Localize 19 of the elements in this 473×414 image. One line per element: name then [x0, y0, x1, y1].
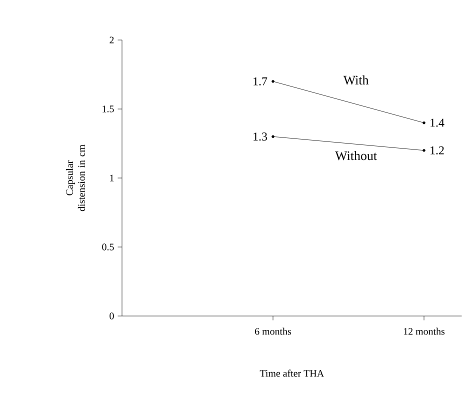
y-tick-label: 0.5 [102, 244, 114, 250]
point [272, 80, 274, 83]
y-tick-label: 2 [110, 36, 114, 44]
series-label: With [343, 75, 369, 85]
point [422, 149, 426, 152]
x-tick-label: 12 months [404, 328, 445, 335]
point [422, 121, 426, 124]
y-tick-label: 1.5 [102, 106, 114, 112]
series-label: Without [335, 151, 377, 160]
x-axis-title: Time after THA [260, 370, 324, 377]
data-label: 1.3 [254, 132, 268, 141]
data-label: 1.2 [430, 146, 444, 154]
x-tick-label: 6 months [255, 328, 292, 335]
y-axis-title: Capsular distension in cm [66, 144, 85, 212]
y-tick-label: 1 [110, 174, 114, 182]
point [272, 135, 274, 138]
data-label: 1.4 [430, 118, 444, 127]
data-label: 1.7 [254, 77, 268, 86]
y-tick-label: 0 [110, 312, 114, 320]
